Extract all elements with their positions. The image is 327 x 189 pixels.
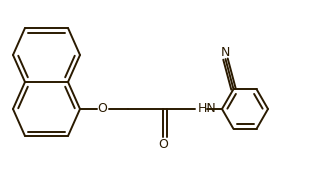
Text: N: N [221, 46, 230, 59]
Text: O: O [158, 138, 168, 150]
Text: O: O [97, 102, 107, 115]
Text: HN: HN [198, 101, 217, 115]
